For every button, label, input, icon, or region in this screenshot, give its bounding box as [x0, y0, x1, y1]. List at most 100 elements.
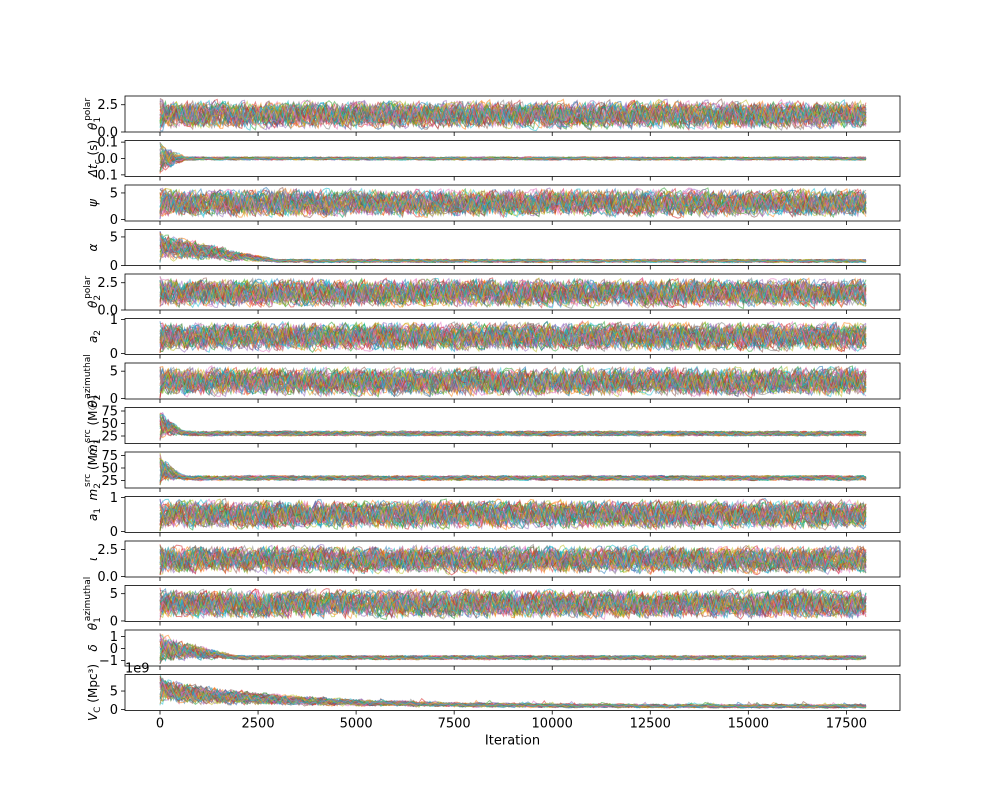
- axes-frame: [124, 362, 901, 400]
- y-axis-label: VC (Mpc³): [86, 664, 103, 721]
- trace-panel: 0 1 a1: [86, 491, 901, 540]
- axes-frame: [124, 674, 901, 711]
- chain-lines: [159, 142, 867, 174]
- y-tick-label: 0: [110, 259, 118, 274]
- y-tick-label: 50: [101, 462, 118, 477]
- trace-panel: 0 5 θ2azimuthal: [83, 354, 901, 408]
- chain-line: [159, 641, 867, 661]
- y-tick-label: 0: [110, 703, 118, 718]
- y-tick-label: 1: [110, 313, 118, 328]
- y-axis-label: ψ: [86, 198, 100, 207]
- chain-line: [159, 188, 867, 217]
- chain-line: [159, 190, 867, 218]
- y-tick-label: -0.1: [93, 168, 118, 183]
- y-tick-label: 1: [110, 491, 118, 506]
- chain-line: [159, 544, 867, 576]
- chain-line: [159, 277, 867, 308]
- trace-panel: 0 5 1e9 VC (Mpc³): [86, 662, 901, 721]
- y-tick-label: 0.0: [97, 304, 118, 319]
- axes-frame: [124, 496, 901, 533]
- y-tick-label: 0.0: [97, 126, 118, 141]
- y-tick-label: 2.5: [97, 543, 118, 558]
- chain-lines: [159, 497, 867, 532]
- axes-frame: [124, 273, 901, 311]
- y-tick-label: 0.1: [97, 136, 118, 151]
- x-tick-label: 15000: [728, 717, 769, 732]
- chain-line: [159, 682, 867, 709]
- y-tick-label: 0: [110, 642, 118, 657]
- trace-panel: 0 1 a2: [86, 313, 901, 362]
- chain-line: [159, 499, 867, 531]
- y-tick-label: 2.5: [97, 98, 118, 113]
- trace-panel: 0 5 ψ: [86, 184, 901, 228]
- y-tick-label: 25: [101, 474, 118, 489]
- x-tick-label: 5000: [340, 717, 373, 732]
- chain-lines: [159, 587, 867, 621]
- chain-line: [159, 320, 867, 352]
- x-tick-label: 7500: [438, 717, 471, 732]
- trace-panel: 0.0 2.5ι: [86, 540, 901, 585]
- y-axis-label: m2src (M☉): [83, 440, 103, 501]
- chain-line: [159, 189, 867, 219]
- trace-panel: −101 δ: [86, 629, 901, 670]
- y-axis-label: Δtc (s): [86, 140, 103, 178]
- chain-line: [159, 277, 867, 309]
- chain-line: [159, 498, 867, 531]
- y-axis-label: δ: [86, 644, 100, 651]
- y-tick-label: 0: [110, 347, 118, 362]
- y-tick-label: 0: [110, 525, 118, 540]
- y-axis-label: a2: [86, 330, 103, 343]
- chain-line: [159, 589, 867, 620]
- y-tick-label: 5: [110, 365, 118, 380]
- trace-panel: 0 5 α: [86, 229, 901, 274]
- y-tick-label: 0: [110, 213, 118, 228]
- axes-frame: [124, 451, 901, 489]
- y-scale-label: 1e9: [125, 662, 150, 677]
- x-axis-label: Iteration: [485, 734, 540, 749]
- y-tick-label: 50: [101, 417, 118, 432]
- axes-frame: [124, 318, 901, 355]
- y-tick-label: 5: [110, 587, 118, 602]
- y-tick-label: 25: [101, 430, 118, 445]
- chain-line: [159, 414, 867, 437]
- y-tick-label: 75: [101, 405, 118, 420]
- chain-line: [159, 235, 867, 264]
- chain-lines: [159, 543, 867, 576]
- chain-line: [159, 279, 867, 309]
- chain-line: [159, 461, 867, 482]
- chain-line: [159, 277, 867, 307]
- chain-lines: [159, 231, 867, 264]
- y-tick-label: 0.0: [97, 570, 118, 585]
- chain-lines: [159, 276, 867, 310]
- axes-frame: [124, 629, 901, 667]
- axes-frame: [124, 540, 901, 578]
- y-tick-label: 0: [110, 392, 118, 407]
- y-tick-label: 5: [110, 186, 118, 201]
- y-tick-label: 2.5: [97, 276, 118, 291]
- chain-line: [159, 679, 867, 709]
- chain-lines: [159, 674, 867, 709]
- x-tick-label: 2500: [242, 717, 275, 732]
- y-axis-label: θ2polar: [83, 276, 103, 308]
- chain-line: [159, 461, 867, 482]
- y-axis-label: m1src (M☉): [83, 395, 103, 456]
- chain-line: [159, 149, 867, 167]
- chain-lines: [159, 320, 867, 353]
- chain-line: [159, 365, 867, 398]
- x-tick-label: 0: [156, 717, 164, 732]
- axes-frame: [124, 184, 901, 222]
- shared-x-axis: 0 2500 5000 7500 10000 12500 15000 17500: [156, 717, 867, 732]
- x-tick-label: 10000: [532, 717, 573, 732]
- chain-lines: [159, 364, 867, 399]
- chain-line: [159, 99, 867, 132]
- y-tick-label: 1: [110, 630, 118, 645]
- x-tick-label: 17500: [826, 717, 867, 732]
- chain-line: [159, 187, 867, 219]
- x-tick-label: 12500: [630, 717, 671, 732]
- y-axis-label: a1: [86, 508, 103, 521]
- y-tick-label: 5: [110, 230, 118, 245]
